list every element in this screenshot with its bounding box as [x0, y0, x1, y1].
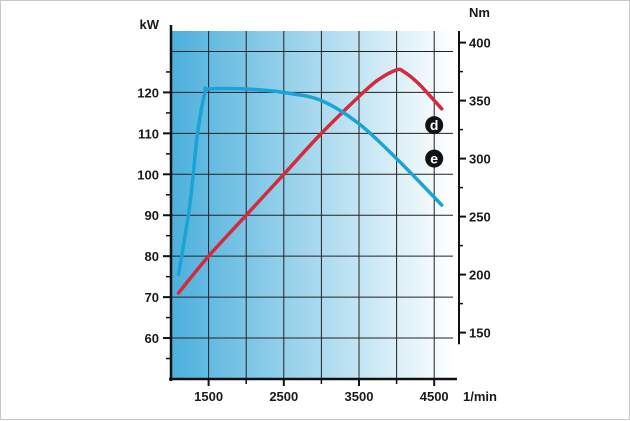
x-tick-label: 2500 — [269, 389, 298, 404]
y-tick-label: 80 — [145, 249, 159, 264]
y2-tick-label: 300 — [469, 152, 491, 167]
y2-axis-unit: Nm — [469, 5, 490, 20]
series-badge-label-e: e — [430, 151, 438, 167]
y2-tick-label: 350 — [469, 94, 491, 109]
x-tick-label: 1500 — [194, 389, 223, 404]
series-line-d — [176, 67, 444, 295]
y-tick-label: 60 — [145, 331, 159, 346]
y-tick-label: 120 — [137, 85, 159, 100]
y-tick-label: 100 — [137, 167, 159, 182]
series-badge-d — [425, 116, 444, 135]
y-tick-label: 70 — [145, 290, 159, 305]
y-tick-label: 90 — [145, 208, 159, 223]
y-tick-label: 110 — [138, 126, 159, 141]
series-badge-e — [425, 149, 444, 168]
x-axis-unit: 1/min — [463, 389, 497, 404]
series-badge-label-d: d — [430, 117, 439, 133]
y2-tick-label: 200 — [469, 268, 491, 283]
y-axis-unit: kW — [140, 17, 160, 32]
y2-tick-label: 150 — [469, 326, 491, 341]
plot-background — [171, 31, 453, 379]
x-tick-label: 4500 — [420, 389, 449, 404]
y2-tick-label: 250 — [469, 210, 491, 225]
x-tick-label: 3500 — [345, 389, 374, 404]
y2-tick-label: 400 — [469, 36, 491, 51]
series-line-e — [176, 86, 444, 277]
